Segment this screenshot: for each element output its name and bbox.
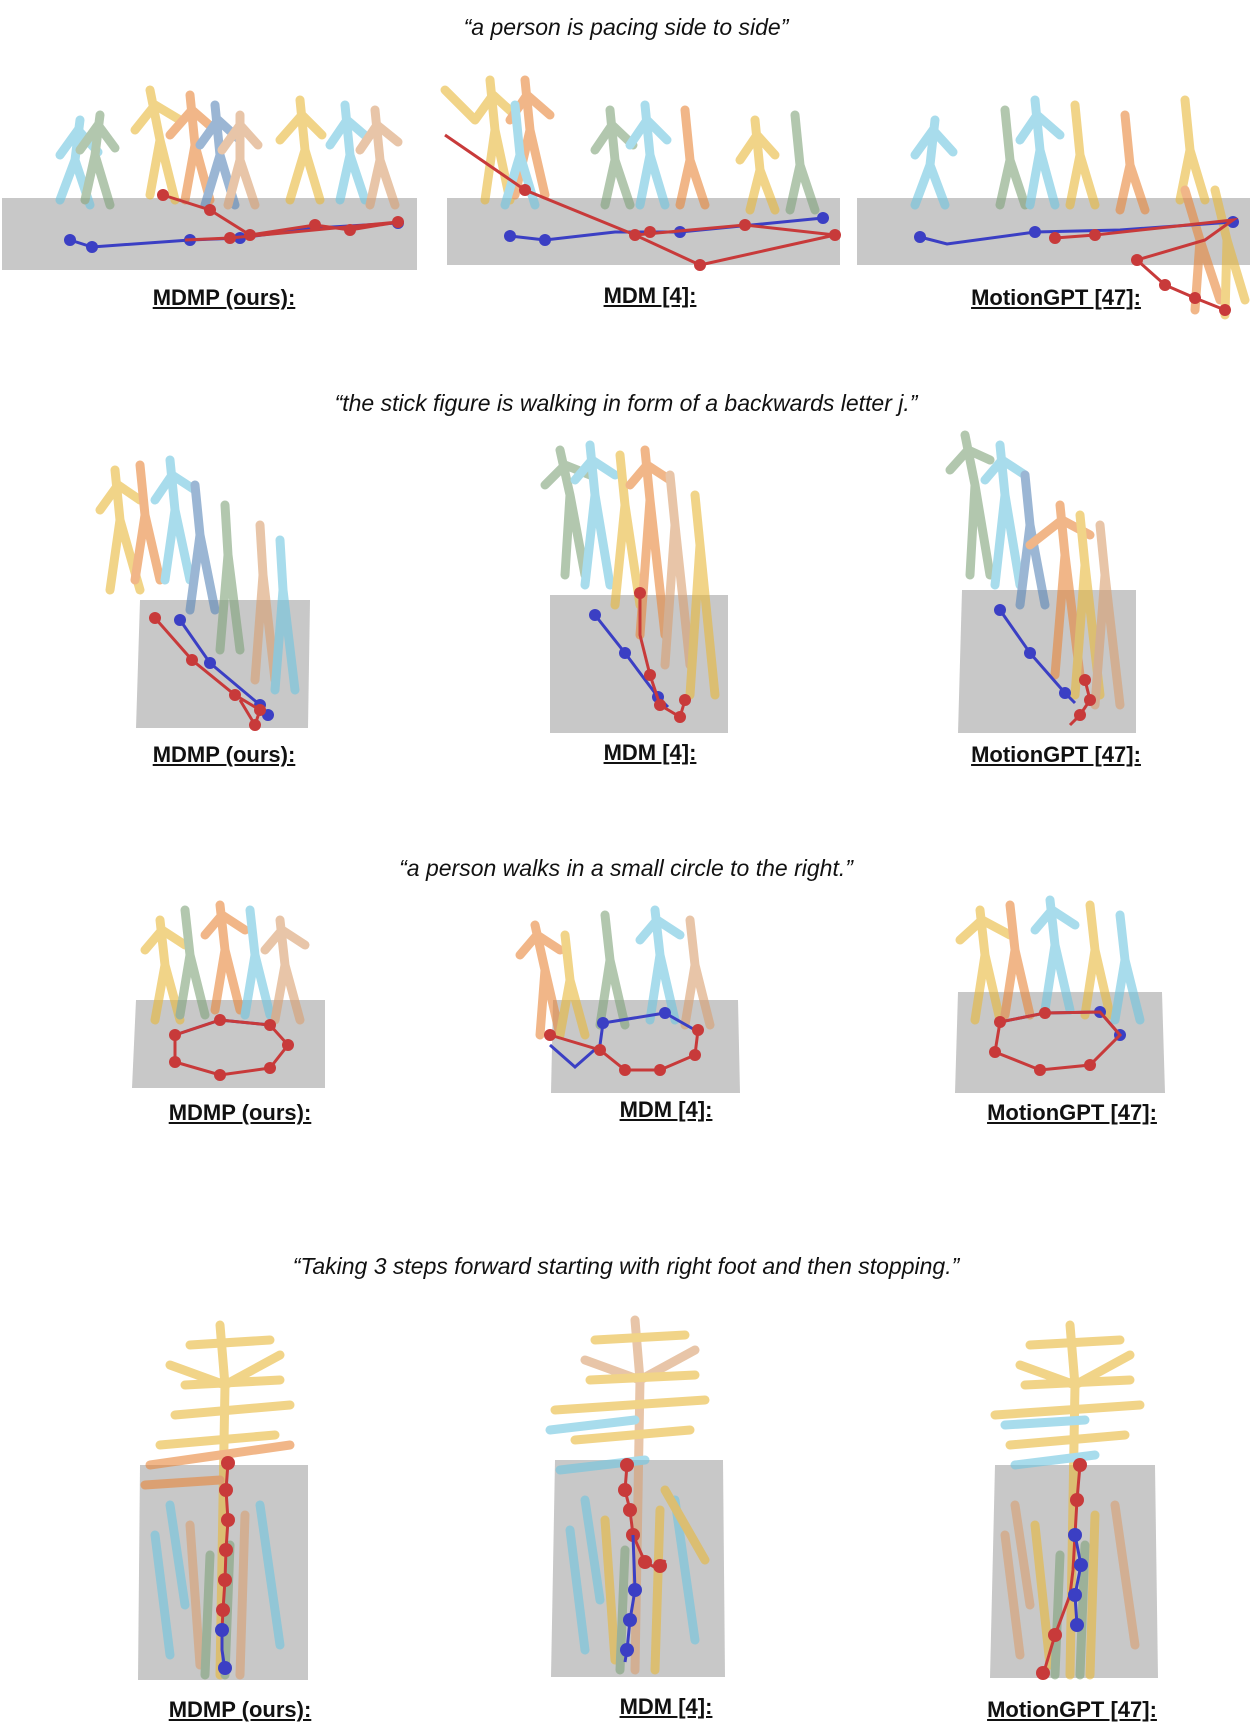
row1-caption: “a person is pacing side to side” (463, 14, 789, 40)
pred-trajectory (1068, 674, 1096, 727)
row2-caption: “the stick figure is walking in form of … (334, 390, 918, 416)
stick-figures (910, 95, 1250, 320)
stick-figures (955, 895, 1145, 1025)
stick-figures (440, 75, 820, 215)
row2-mdm-panel (540, 435, 740, 735)
gt-trajectory (1068, 1528, 1088, 1632)
row2-label-motiongpt: MotionGPT [47]: (971, 742, 1141, 767)
pred-trajectory (989, 1007, 1123, 1076)
row4-label-mdmp: MDMP (ours): (168, 1697, 312, 1722)
row1-mdmp-panel (0, 60, 420, 280)
pred-trajectory (216, 1456, 235, 1631)
row1-label-motiongpt: MotionGPT [47]: (971, 285, 1141, 310)
row2-mdm-visual (540, 440, 728, 733)
row3-caption: “a person walks in a small circle to the… (399, 855, 853, 881)
row3-label-mdm: MDM [4]: (619, 1097, 713, 1122)
row2-mdmp-panel (95, 440, 320, 731)
row4-caption: “Taking 3 steps forward starting with ri… (292, 1253, 960, 1279)
stick-figures (990, 1320, 1145, 1680)
stick-figures (55, 85, 403, 210)
gt-trajectory (994, 604, 1077, 705)
row4-mdm-panel (545, 1300, 735, 1680)
row4-mdm-visual (545, 1315, 725, 1677)
row2-mdmp-visual (95, 455, 310, 731)
row2-motiongpt-panel (945, 425, 1150, 735)
row4-mdmp-visual (138, 1320, 308, 1680)
stick-figures (95, 455, 300, 695)
gt-trajectory (549, 1007, 696, 1069)
stick-figures (945, 430, 1125, 710)
row1-mdm-visual (440, 75, 841, 271)
row2-motiongpt-visual (945, 430, 1136, 733)
row1-mdmp-visual (2, 85, 417, 270)
row1-motiongpt-panel (855, 60, 1252, 335)
pred-trajectory (1049, 217, 1239, 316)
pred-trajectory (544, 1024, 704, 1076)
row4-motiongpt-panel (975, 1305, 1165, 1685)
row3-label-motiongpt: MotionGPT [47]: (987, 1100, 1157, 1125)
row2-label-mdmp: MDMP (ours): (152, 742, 296, 767)
row3-label-mdmp: MDMP (ours): (168, 1100, 312, 1125)
pred-trajectory (444, 133, 841, 271)
row3-motiongpt-visual (955, 895, 1165, 1093)
row4-label-mdm: MDM [4]: (619, 1694, 713, 1719)
row3-mdm-visual (515, 905, 740, 1093)
pred-trajectory (634, 587, 691, 723)
row3-mdmp-visual (132, 900, 325, 1088)
ground-plane (2, 198, 417, 270)
gt-trajectory (620, 1534, 642, 1663)
gt-trajectory (215, 1623, 232, 1675)
stick-figures (140, 900, 310, 1025)
row3-motiongpt-panel (950, 880, 1170, 1095)
pred-trajectory (618, 1458, 667, 1573)
row1-mdm-panel (440, 60, 845, 280)
row3-mdm-panel (515, 895, 745, 1095)
pred-trajectory (1036, 1458, 1087, 1680)
row1-label-mdm: MDM [4]: (603, 283, 697, 308)
stick-figures (515, 905, 715, 1040)
pred-trajectory (169, 1014, 294, 1081)
stick-figures (540, 440, 720, 700)
row2-label-mdm: MDM [4]: (603, 740, 697, 765)
row1-motiongpt-visual (857, 95, 1250, 320)
row4-mdmp-panel (130, 1305, 320, 1685)
pred-trajectory (157, 189, 404, 244)
row3-mdmp-panel (130, 890, 330, 1090)
row1-label-mdmp: MDMP (ours): (152, 285, 296, 310)
row4-label-motiongpt: MotionGPT [47]: (987, 1697, 1157, 1722)
row4-motiongpt-visual (990, 1320, 1158, 1680)
pred-trajectory (149, 612, 266, 731)
